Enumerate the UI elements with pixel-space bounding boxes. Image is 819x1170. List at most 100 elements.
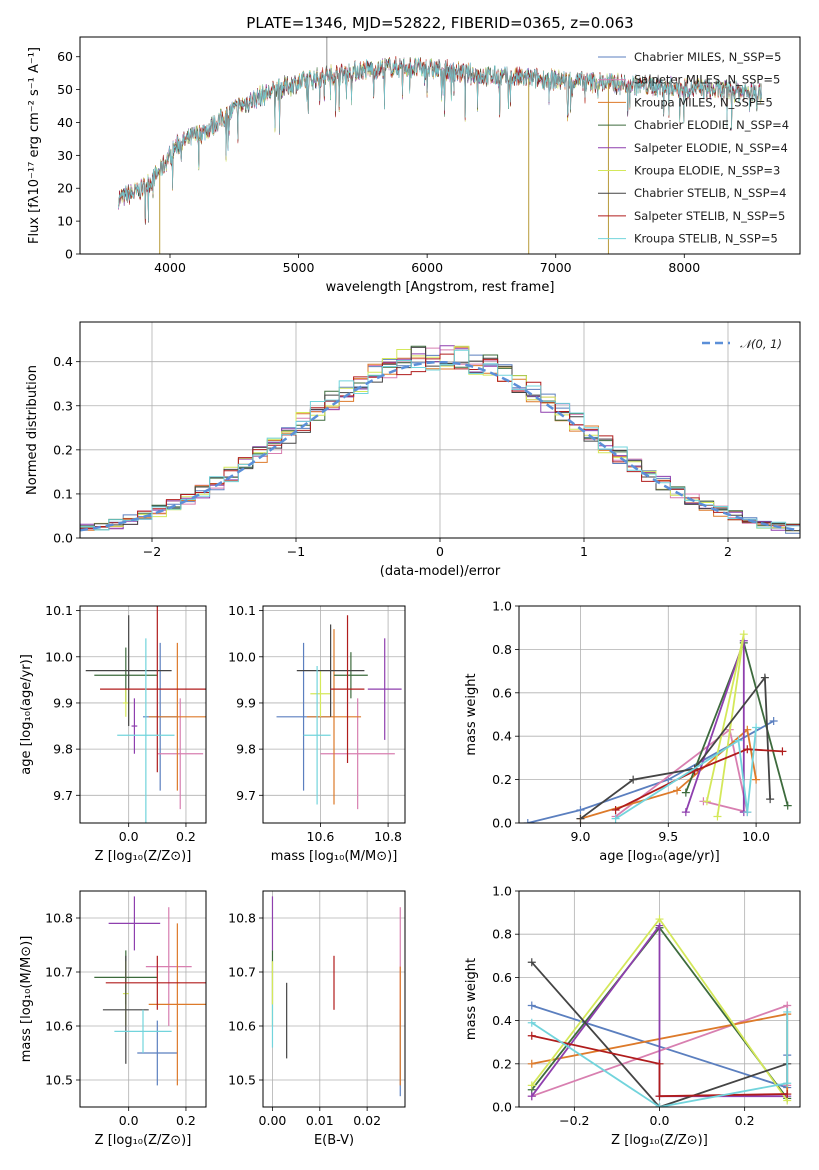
x-axis-label: (data-model)/error bbox=[380, 564, 501, 579]
weight-marker bbox=[611, 814, 620, 823]
y-tick-label: 10.0 bbox=[228, 649, 256, 664]
weight-marker bbox=[655, 1059, 664, 1068]
weight-marker bbox=[527, 1059, 536, 1068]
y-tick-label: 0.2 bbox=[53, 442, 73, 457]
weight-marker bbox=[766, 795, 775, 804]
y-tick-label: 60 bbox=[57, 49, 73, 64]
y-tick-label: 9.7 bbox=[236, 788, 256, 803]
histogram-step bbox=[80, 353, 800, 529]
weight-marker bbox=[713, 812, 722, 821]
weight-marker bbox=[769, 717, 778, 726]
x-axis-label: Z [log₁₀(Z/Z⊙)] bbox=[95, 849, 192, 864]
y-tick-label: 10.8 bbox=[228, 911, 256, 926]
x-tick-label: 6000 bbox=[411, 260, 443, 275]
weight-series-line bbox=[531, 961, 788, 1107]
x-tick-label: 0.02 bbox=[353, 1113, 381, 1128]
x-axis-label: wavelength [Angstrom, rest frame] bbox=[326, 280, 555, 295]
x-tick-label: 10.8 bbox=[374, 829, 402, 844]
weight-marker bbox=[783, 801, 792, 810]
legend-entry: Salpeter ELODIE, N_SSP=4 bbox=[634, 141, 788, 155]
y-tick-label: 10.1 bbox=[228, 603, 256, 618]
x-tick-label: 5000 bbox=[283, 260, 315, 275]
weight-series-line bbox=[615, 748, 783, 811]
axes-frame bbox=[262, 890, 406, 1108]
spectrum-series-line bbox=[118, 57, 762, 222]
legend: 𝒩(0, 1) bbox=[702, 337, 782, 351]
y-tick-label: 10 bbox=[57, 214, 73, 229]
y-tick-label: 30 bbox=[57, 148, 73, 163]
chart-mass-vs-EBV: 0.00 0.01 0.02 10.5 10.6 10.7 10.8 E(B-V) bbox=[228, 890, 406, 1148]
plot-area bbox=[271, 896, 401, 1097]
legend: Chabrier MILES, N_SSP=5 Salpeter MILES, N… bbox=[598, 50, 789, 246]
x-tick-label: −1 bbox=[287, 544, 305, 559]
y-tick-label: 10.8 bbox=[45, 911, 73, 926]
x-tick-label: 0.2 bbox=[176, 829, 196, 844]
y-tick-label: 9.7 bbox=[53, 788, 73, 803]
x-tick-label: 9.5 bbox=[658, 829, 678, 844]
y-tick-label: 9.9 bbox=[236, 695, 256, 710]
y-tick-label: 10.5 bbox=[45, 1073, 73, 1088]
y-tick-label: 40 bbox=[57, 115, 73, 130]
y-tick-label: 0.4 bbox=[492, 729, 512, 744]
weight-marker bbox=[734, 736, 743, 745]
y-tick-label: 10.7 bbox=[45, 965, 73, 980]
weight-marker bbox=[673, 786, 682, 795]
plot-area bbox=[523, 630, 792, 823]
weight-marker bbox=[702, 797, 711, 806]
y-tick-label: 9.8 bbox=[236, 742, 256, 757]
weight-marker bbox=[527, 1031, 536, 1040]
legend-entry: Kroupa ELODIE, N_SSP=3 bbox=[634, 164, 780, 178]
y-axis-label: mass weight bbox=[464, 958, 479, 1040]
weight-series-line bbox=[684, 640, 745, 813]
weight-marker bbox=[681, 808, 690, 817]
weight-series-line bbox=[580, 727, 757, 820]
weight-marker bbox=[527, 958, 536, 967]
axes-frame bbox=[79, 605, 207, 824]
y-tick-label: 0.4 bbox=[53, 354, 73, 369]
y-tick-label: 10.0 bbox=[45, 649, 73, 664]
legend-entry: Kroupa MILES, N_SSP=5 bbox=[634, 95, 773, 109]
x-tick-label: −2 bbox=[143, 544, 161, 559]
plot-area bbox=[85, 606, 206, 823]
x-axis-label: Z [log₁₀(Z/Z⊙)] bbox=[611, 1133, 708, 1148]
y-tick-label: 0.0 bbox=[492, 816, 512, 831]
weight-marker bbox=[611, 805, 620, 814]
x-tick-label: 10.6 bbox=[307, 829, 335, 844]
y-tick-label: 50 bbox=[57, 82, 73, 97]
x-tick-label: 0.01 bbox=[306, 1113, 334, 1128]
legend-entry: Chabrier ELODIE, N_SSP=4 bbox=[634, 118, 789, 132]
x-tick-label: 0.00 bbox=[259, 1113, 287, 1128]
histogram-step bbox=[80, 349, 800, 531]
x-tick-label: 2 bbox=[724, 544, 732, 559]
y-tick-label: 0.0 bbox=[53, 531, 73, 546]
y-tick-label: 0.8 bbox=[492, 927, 512, 942]
x-tick-label: 0.0 bbox=[119, 1113, 139, 1128]
y-tick-label: 10.6 bbox=[45, 1019, 73, 1034]
weight-marker bbox=[527, 1092, 536, 1101]
plot-area bbox=[118, 37, 762, 254]
axes-frame bbox=[518, 605, 801, 824]
y-axis-label: Flux [fλ10⁻¹⁷ erg cm⁻² s⁻¹ A⁻¹] bbox=[27, 47, 42, 244]
weight-marker bbox=[655, 915, 664, 924]
weight-marker bbox=[629, 775, 638, 784]
legend-entry: 𝒩(0, 1) bbox=[740, 337, 782, 351]
x-tick-label: 8000 bbox=[668, 260, 700, 275]
y-tick-label: 20 bbox=[57, 181, 73, 196]
axes-frame bbox=[79, 36, 801, 255]
weight-marker bbox=[527, 1081, 536, 1090]
x-tick-label: 10.0 bbox=[742, 829, 770, 844]
y-axis-label: mass [log₁₀(M/M⊙)] bbox=[19, 936, 34, 1063]
y-tick-label: 0 bbox=[65, 247, 73, 262]
y-tick-label: 0.4 bbox=[492, 1013, 512, 1028]
x-tick-label: 9.0 bbox=[571, 829, 591, 844]
chart-title: PLATE=1346, MJD=52822, FIBERID=0365, z=0… bbox=[246, 14, 633, 32]
plot-area bbox=[527, 915, 792, 1107]
y-tick-label: 10.7 bbox=[228, 965, 256, 980]
x-axis-label: Z [log₁₀(Z/Z⊙)] bbox=[95, 1133, 192, 1148]
y-tick-label: 0.3 bbox=[53, 398, 73, 413]
y-tick-label: 10.1 bbox=[45, 603, 73, 618]
y-tick-label: 0.2 bbox=[492, 772, 512, 787]
y-tick-label: 9.8 bbox=[53, 742, 73, 757]
y-tick-label: 1.0 bbox=[492, 599, 512, 614]
